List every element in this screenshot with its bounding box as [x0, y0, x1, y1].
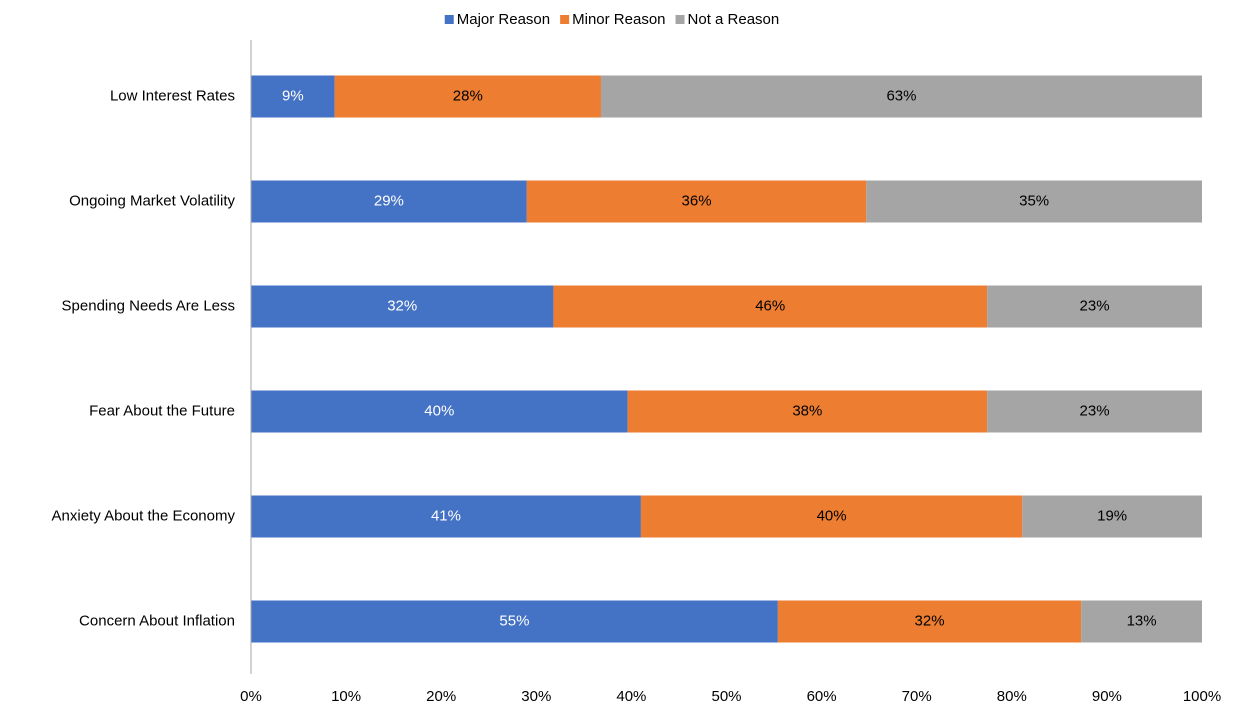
- data-label: 41%: [431, 507, 461, 524]
- data-label: 23%: [1080, 297, 1110, 314]
- legend-swatch: [675, 15, 685, 24]
- data-label: 63%: [886, 87, 916, 104]
- data-label: 13%: [1127, 612, 1157, 629]
- bar-segment: [987, 390, 1202, 433]
- bar-segment: [600, 75, 1202, 118]
- x-tick-label: 70%: [902, 688, 932, 705]
- data-label: 36%: [682, 192, 712, 209]
- data-label: 46%: [755, 297, 785, 314]
- legend-swatch: [560, 15, 570, 24]
- x-tick-label: 30%: [521, 688, 551, 705]
- x-tick-label: 10%: [331, 688, 361, 705]
- bar-segment: [251, 495, 641, 538]
- data-label: 32%: [915, 612, 945, 629]
- bar-segment: [777, 600, 1082, 643]
- y-tick-label: Spending Needs Are Less: [62, 297, 235, 314]
- bar-segment: [526, 180, 867, 223]
- data-label: 32%: [387, 297, 417, 314]
- bar-segment: [251, 285, 554, 328]
- bar-segment: [987, 285, 1202, 328]
- data-label: 55%: [499, 612, 529, 629]
- bar-segment: [251, 600, 778, 643]
- y-tick-label: Ongoing Market Volatility: [69, 192, 235, 209]
- data-label: 29%: [374, 192, 404, 209]
- data-label: 40%: [817, 507, 847, 524]
- bar-segment: [553, 285, 988, 328]
- x-tick-label: 40%: [616, 688, 646, 705]
- bar-segment: [251, 180, 527, 223]
- data-label: 40%: [424, 402, 454, 419]
- legend-label: Minor Reason: [572, 11, 665, 28]
- legend-label: Major Reason: [457, 11, 550, 28]
- bar-segment: [251, 390, 628, 433]
- y-tick-label: Low Interest Rates: [110, 87, 235, 104]
- x-tick-label: 90%: [1092, 688, 1122, 705]
- y-tick-label: Concern About Inflation: [79, 612, 235, 629]
- data-label: 35%: [1019, 192, 1049, 209]
- bar-segment: [1022, 495, 1202, 538]
- x-tick-label: 0%: [240, 688, 262, 705]
- data-label: 23%: [1080, 402, 1110, 419]
- y-tick-label: Anxiety About the Economy: [52, 507, 236, 524]
- bar-segment: [1081, 600, 1202, 643]
- x-tick-label: 80%: [997, 688, 1027, 705]
- data-label: 28%: [453, 87, 483, 104]
- bar-segment: [251, 75, 335, 118]
- x-tick-label: 50%: [711, 688, 741, 705]
- y-tick-label: Fear About the Future: [89, 402, 235, 419]
- data-label: 9%: [282, 87, 304, 104]
- x-tick-label: 20%: [426, 688, 456, 705]
- x-tick-label: 60%: [807, 688, 837, 705]
- bar-segment: [627, 390, 988, 433]
- legend-label: Not a Reason: [688, 11, 780, 28]
- legend-swatch: [444, 15, 454, 24]
- bar-segment: [866, 180, 1202, 223]
- bar-segment: [334, 75, 601, 118]
- data-label: 38%: [792, 402, 822, 419]
- data-label: 19%: [1097, 507, 1127, 524]
- bar-segment: [640, 495, 1023, 538]
- x-tick-label: 100%: [1183, 688, 1221, 705]
